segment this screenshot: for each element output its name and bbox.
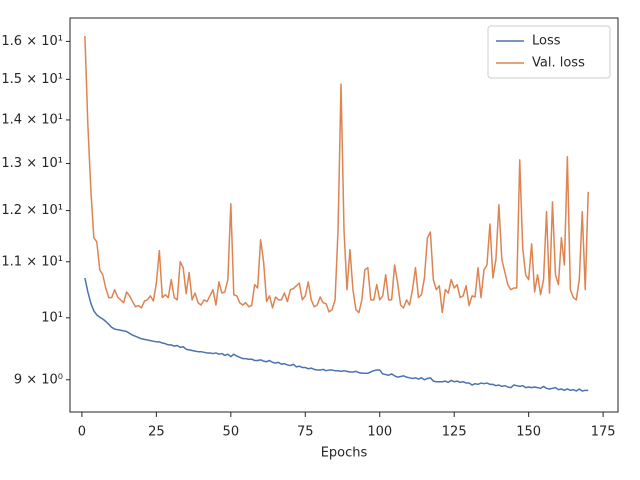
line-series	[84, 277, 589, 392]
x-tick-label: 125	[442, 425, 467, 440]
y-tick-label: 1.5 × 10¹	[1, 72, 63, 87]
y-tick-label: 1.3 × 10¹	[1, 156, 63, 171]
y-tick-label: 10¹	[41, 310, 63, 325]
legend-label: Val. loss	[532, 56, 585, 71]
y-tick-label: 9 × 10⁰	[14, 372, 63, 387]
y-tick-label: 1.4 × 10¹	[1, 112, 63, 127]
line-series	[84, 35, 589, 314]
y-tick-label: 1.2 × 10¹	[1, 203, 63, 218]
x-tick-label: 25	[148, 425, 165, 440]
y-tick-label: 1.1 × 10¹	[1, 254, 63, 269]
x-tick-label: 0	[78, 425, 86, 440]
x-tick-label: 100	[367, 425, 392, 440]
x-axis-label: Epochs	[321, 446, 368, 461]
x-tick-label: 150	[516, 425, 541, 440]
x-tick-label: 75	[297, 425, 314, 440]
x-tick-label: 175	[591, 425, 616, 440]
legend-label: Loss	[532, 34, 561, 49]
x-tick-label: 50	[223, 425, 240, 440]
legend-box	[487, 25, 611, 79]
y-tick-label: 1.6 × 10¹	[1, 34, 63, 49]
